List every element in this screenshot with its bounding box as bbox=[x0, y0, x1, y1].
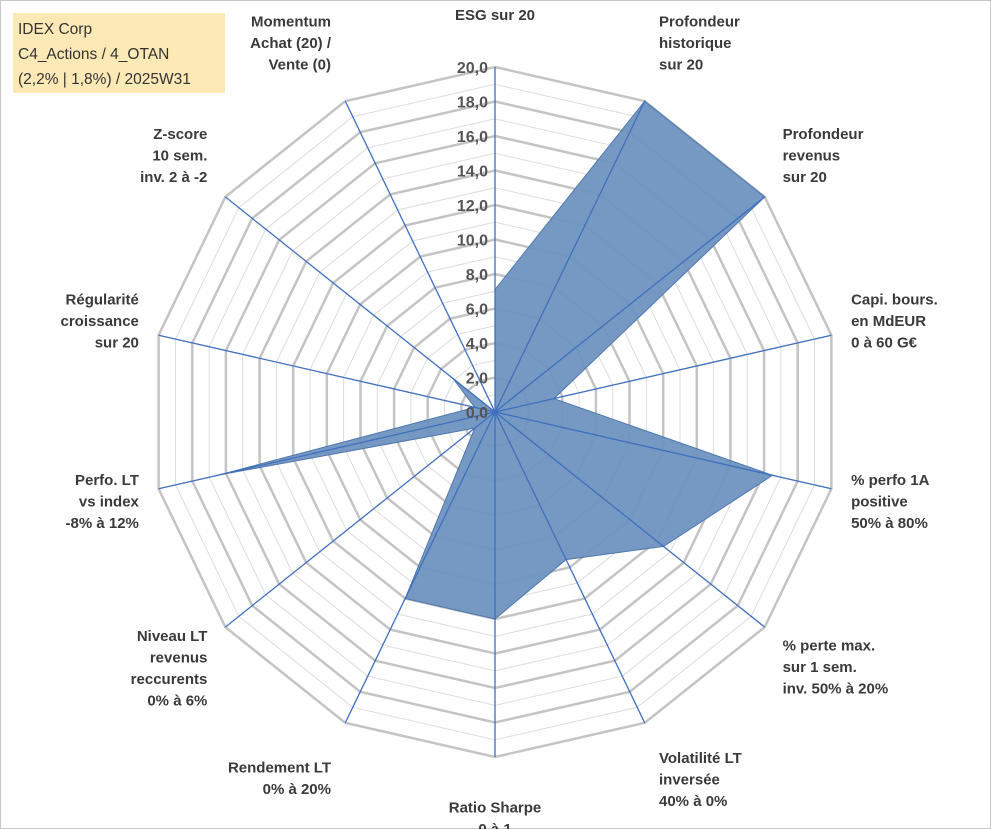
axis-label-line: Perfo. LT bbox=[75, 472, 139, 489]
tick-label: 16,0 bbox=[457, 129, 488, 146]
tick-layer: 0,0 2,0 4,0 6,0 8,0 10,0 12,0 14,0 16,0 18,0 20,0 bbox=[457, 60, 488, 422]
axis-spoke bbox=[494, 411, 646, 724]
axis-spoke bbox=[494, 100, 646, 413]
axis-label-line: croissance bbox=[61, 313, 139, 330]
axis-layer bbox=[158, 67, 832, 757]
axis-label-line: % perfo 1A bbox=[851, 472, 930, 489]
chart-title-box: IDEX Corp C4_Actions / 4_OTAN (2,2% | 1,… bbox=[13, 13, 225, 93]
axis-label-line: Rendement LT bbox=[228, 760, 331, 777]
tick-label: 2,0 bbox=[466, 371, 488, 388]
axis-label-line: revenus bbox=[783, 148, 841, 165]
axis-label-line: Achat (20) / bbox=[250, 35, 332, 52]
axis-label: Niveau LT revenus reccurents 0% à 6% bbox=[131, 628, 208, 710]
axis-spoke bbox=[224, 196, 496, 413]
axis-label-line: ESG sur 20 bbox=[455, 7, 535, 24]
tick-label: 12,0 bbox=[457, 198, 488, 215]
axis-label: Ratio Sharpe 0 à 1 bbox=[449, 800, 542, 829]
axis-spoke bbox=[158, 334, 496, 413]
axis-label-line: 0 à 1 bbox=[478, 821, 511, 829]
axis-spoke bbox=[158, 411, 496, 490]
axis-label-line: Niveau LT bbox=[137, 628, 208, 645]
axis-label: Régularité croissance sur 20 bbox=[61, 292, 139, 352]
tick-label: 18,0 bbox=[457, 95, 488, 112]
axis-label-line: Momentum bbox=[251, 14, 331, 31]
tick-label: 0,0 bbox=[466, 405, 488, 422]
axis-label-line: Note bbox=[478, 0, 511, 2]
axis-spoke bbox=[224, 411, 496, 628]
label-layer: Note ESG sur 20 Profondeur historique sur 20… bbox=[61, 0, 938, 829]
axis-label-line: 40% à 0% bbox=[659, 793, 727, 810]
title-category: C4_Actions / 4_OTAN bbox=[18, 46, 170, 63]
axis-spoke bbox=[344, 100, 496, 413]
axis-label-line: sur 20 bbox=[95, 335, 139, 352]
axis-label: Profondeur historique sur 20 bbox=[659, 14, 740, 74]
axis-label-line: Vente (0) bbox=[268, 57, 331, 74]
axis-label-line: Ratio Sharpe bbox=[449, 800, 542, 817]
axis-label-line: sur 20 bbox=[783, 169, 827, 186]
axis-label-line: Z-score bbox=[153, 126, 207, 143]
axis-label-line: Volatilité LT bbox=[659, 750, 742, 767]
axis-spoke bbox=[494, 411, 766, 628]
axis-spoke bbox=[494, 196, 766, 413]
axis-label-line: 0% à 20% bbox=[263, 781, 331, 798]
axis-label-line: 50% à 80% bbox=[851, 515, 928, 532]
axis-label: Volatilité LT inversée 40% à 0% bbox=[659, 750, 742, 810]
axis-label-line: inv. 50% à 20% bbox=[783, 681, 889, 698]
axis-label-line: 10 sem. bbox=[152, 148, 207, 165]
axis-label-line: vs index bbox=[79, 493, 140, 510]
axis-label-line: Capi. bours. bbox=[851, 292, 938, 309]
axis-label-line: Profondeur bbox=[783, 126, 864, 143]
axis-label-line: sur 1 sem. bbox=[783, 659, 857, 676]
axis-spoke bbox=[344, 411, 496, 724]
axis-label-line: % perte max. bbox=[783, 638, 876, 655]
axis-label: % perte max. sur 1 sem. inv. 50% à 20% bbox=[783, 638, 889, 698]
axis-label: Rendement LT 0% à 20% bbox=[228, 760, 331, 799]
axis-label: % perfo 1A positive 50% à 80% bbox=[851, 472, 930, 532]
axis-label-line: inversée bbox=[659, 771, 720, 788]
title-company: IDEX Corp bbox=[18, 21, 93, 38]
axis-label-line: positive bbox=[851, 493, 908, 510]
tick-label: 8,0 bbox=[466, 267, 488, 284]
axis-label-line: 0% à 6% bbox=[147, 692, 207, 709]
axis-label: Perfo. LT vs index -8% à 12% bbox=[66, 472, 140, 532]
axis-label-line: historique bbox=[659, 35, 732, 52]
tick-label: 6,0 bbox=[466, 302, 488, 319]
axis-label-line: Régularité bbox=[66, 292, 139, 309]
tick-label: 14,0 bbox=[457, 164, 488, 181]
tick-label: 4,0 bbox=[466, 336, 488, 353]
axis-spoke bbox=[494, 411, 832, 490]
axis-label-line: inv. 2 à -2 bbox=[140, 169, 207, 186]
axis-label: Note ESG sur 20 bbox=[455, 0, 535, 24]
title-period: (2,2% | 1,8%) / 2025W31 bbox=[18, 71, 191, 88]
axis-label-line: sur 20 bbox=[659, 57, 703, 74]
tick-label: 20,0 bbox=[457, 60, 488, 77]
axis-label-line: en MdEUR bbox=[851, 313, 926, 330]
axis-spoke bbox=[494, 334, 832, 413]
axis-label: Z-score 10 sem. inv. 2 à -2 bbox=[140, 126, 207, 186]
tick-label: 10,0 bbox=[457, 233, 488, 250]
axis-label-line: reccurents bbox=[131, 671, 208, 688]
axis-label: Profondeur revenus sur 20 bbox=[783, 126, 864, 186]
axis-label: Capi. bours. en MdEUR 0 à 60 G€ bbox=[851, 292, 938, 352]
axis-label-line: -8% à 12% bbox=[66, 515, 139, 532]
axis-label-line: revenus bbox=[150, 649, 208, 666]
axis-label-line: Profondeur bbox=[659, 14, 740, 31]
axis-label: Momentum Achat (20) / Vente (0) bbox=[250, 14, 332, 74]
axis-label-line: 0 à 60 G€ bbox=[851, 335, 918, 352]
